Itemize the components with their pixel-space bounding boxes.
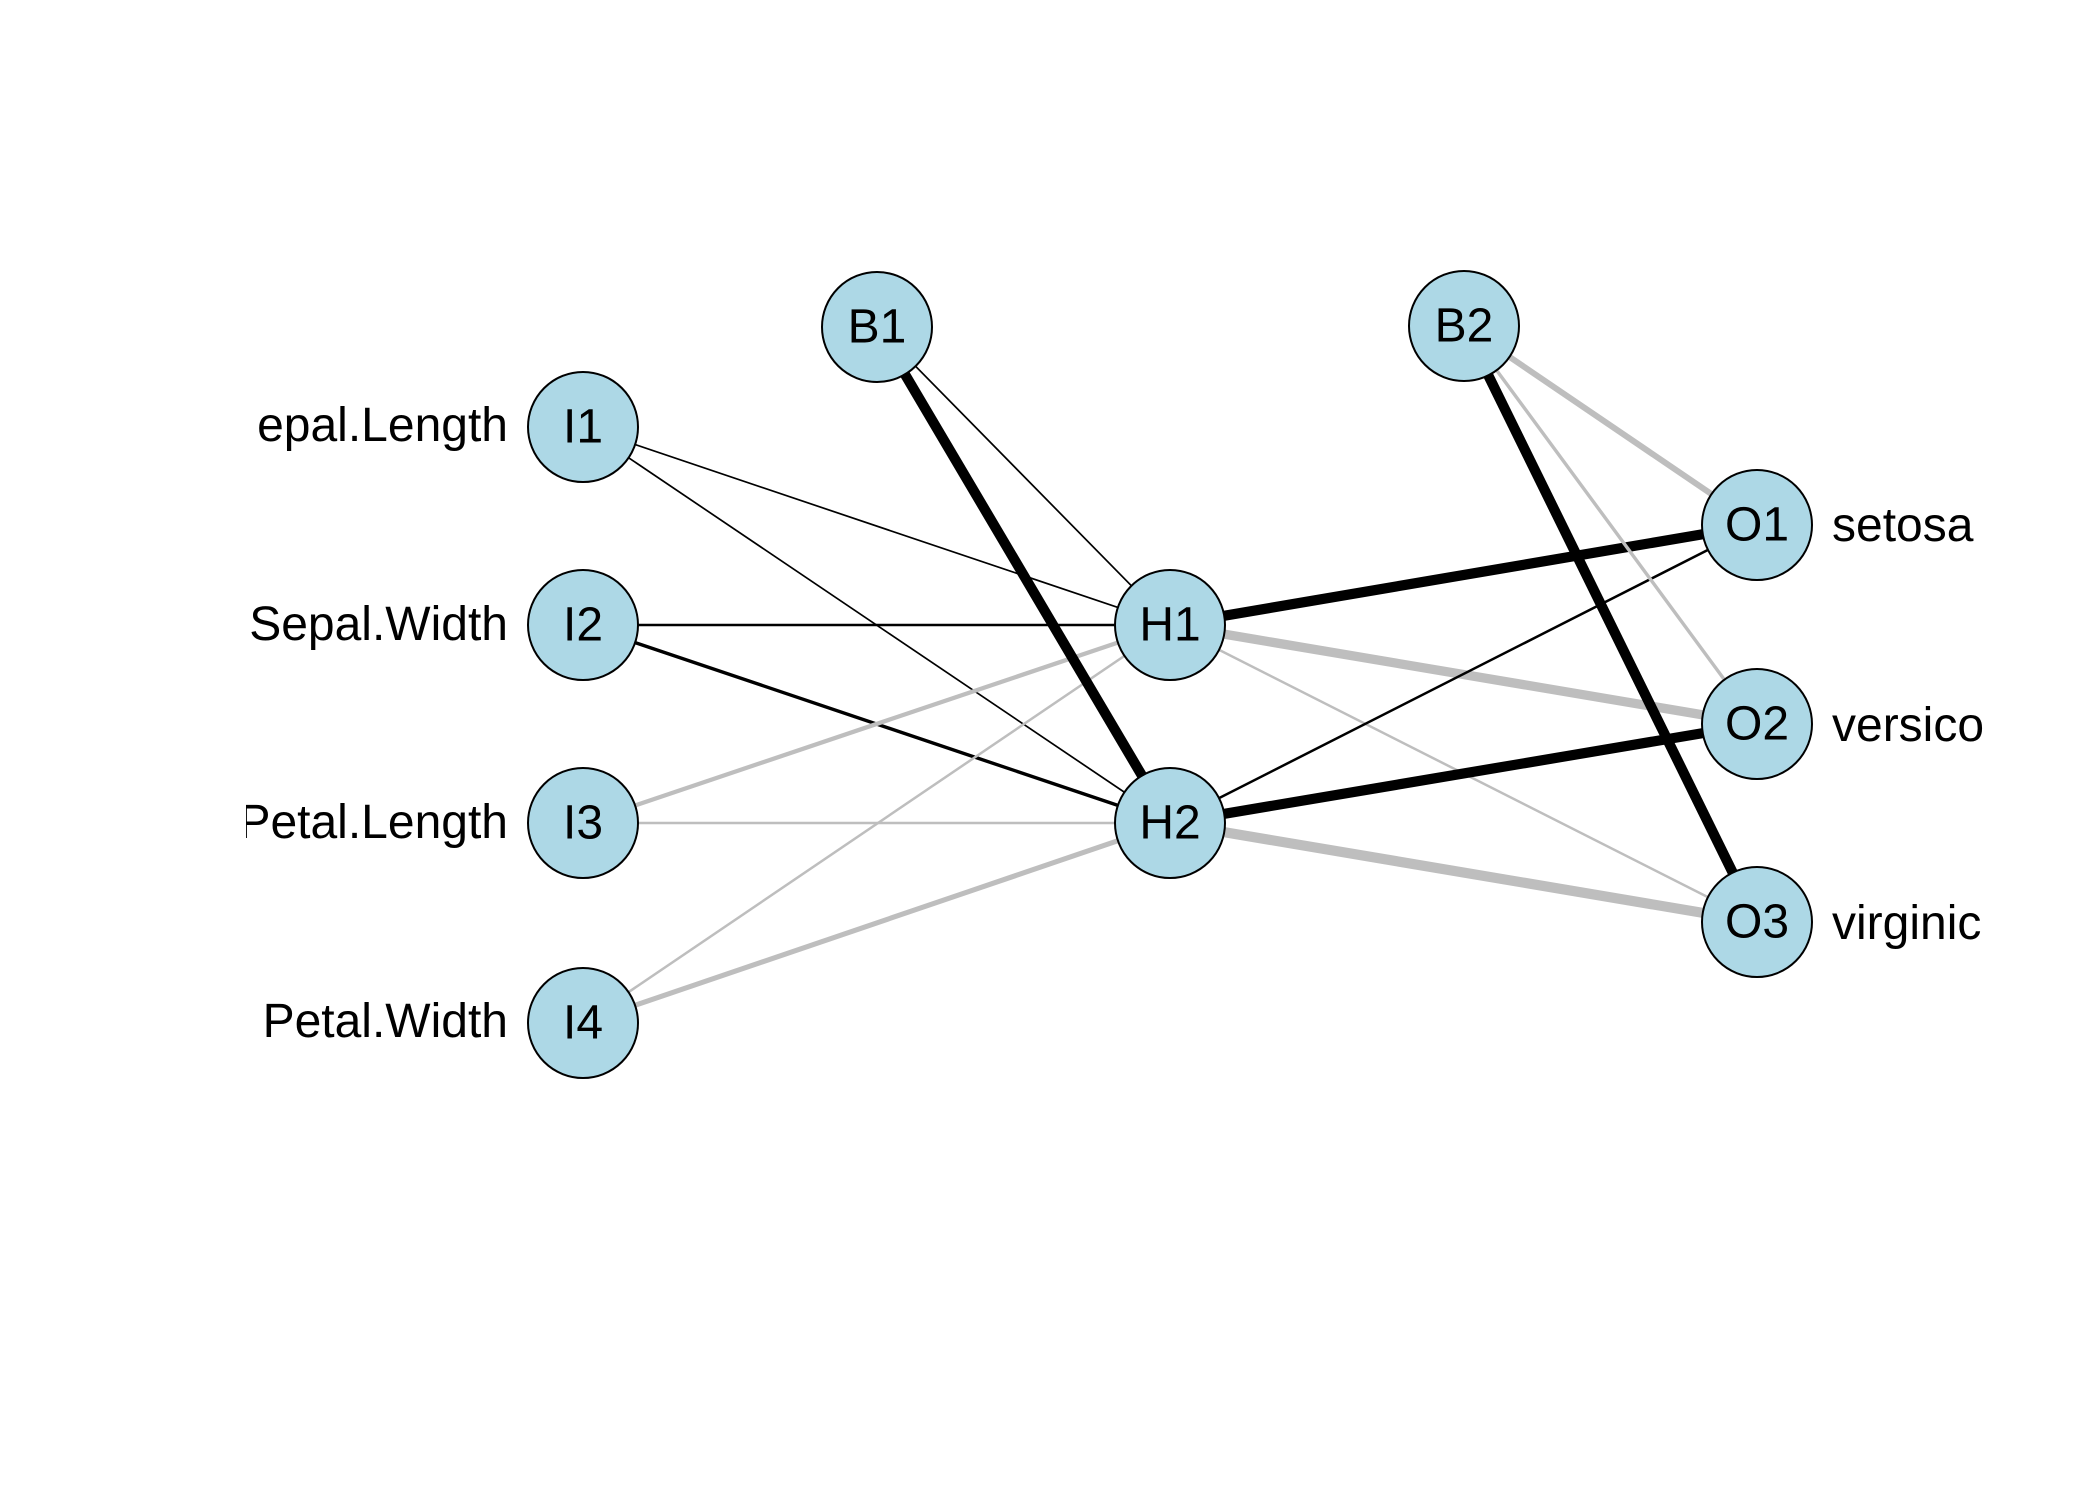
connection-h1-o1 [1169, 519, 1758, 631]
connection-b2-o2 [1462, 324, 1759, 726]
node-label: I3 [563, 797, 603, 850]
node-i1: I1 [527, 371, 639, 483]
output-label-setosa: setosa [1832, 499, 1974, 552]
node-label: I2 [563, 599, 603, 652]
node-label: H1 [1139, 599, 1200, 652]
output-label-versicolor: versico [1832, 699, 1984, 752]
node-o1: O1 [1701, 469, 1813, 581]
input-label-petal-width: Petal.Width [263, 995, 508, 1048]
node-o3: O3 [1701, 866, 1813, 978]
node-circle [821, 271, 933, 383]
variable-label-layer: epal.Length Sepal.Width Petal.Length Pet… [238, 399, 1984, 1048]
node-h2: H2 [1114, 767, 1226, 879]
node-o2: O2 [1701, 668, 1813, 780]
node-label: B2 [1435, 300, 1494, 353]
connection-b2-o1 [1462, 323, 1759, 528]
connection-b2-o3 [1459, 323, 1762, 925]
input-label-sepal-width: Sepal.Width [249, 598, 508, 651]
connection-layer [582, 323, 1762, 1026]
connection-h2-o3 [1169, 817, 1758, 928]
node-label: I4 [563, 997, 603, 1050]
input-label-petal-length: Petal.Length [238, 796, 508, 849]
connection-h2-o1 [1169, 523, 1758, 825]
node-h1: H1 [1114, 569, 1226, 681]
node-circle [1701, 866, 1813, 978]
node-i2: I2 [527, 569, 639, 681]
connection-i1-h1 [582, 426, 1171, 626]
input-label-sepal-length: epal.Length [257, 399, 508, 452]
node-circle [527, 767, 639, 879]
node-i3: I3 [527, 767, 639, 879]
node-label: H2 [1139, 797, 1200, 850]
node-circle [1701, 469, 1813, 581]
connection-b1-h1 [876, 326, 1171, 626]
node-circle [527, 371, 639, 483]
node-label: O3 [1725, 896, 1789, 949]
node-circle [527, 569, 639, 681]
node-i4: I4 [527, 967, 639, 1079]
connection-i4-h2 [582, 820, 1171, 1026]
connection-h2-o2 [1169, 718, 1758, 829]
node-layer: I1 I2 I3 I4 B1 H1 H2 B2 O1 O2 O3 [527, 270, 1813, 1079]
output-label-virginica: virginic [1832, 897, 1981, 950]
node-label: B1 [848, 301, 907, 354]
node-circle [1114, 767, 1226, 879]
node-b2: B2 [1408, 270, 1520, 382]
node-circle [1701, 668, 1813, 780]
node-label: O1 [1725, 499, 1789, 552]
node-b1: B1 [821, 271, 933, 383]
connection-i4-h1 [582, 623, 1171, 1025]
node-circle [527, 967, 639, 1079]
node-circle [1408, 270, 1520, 382]
connection-b1-h2 [872, 324, 1175, 826]
node-label: I1 [563, 401, 603, 454]
node-label: O2 [1725, 698, 1789, 751]
node-circle [1114, 569, 1226, 681]
